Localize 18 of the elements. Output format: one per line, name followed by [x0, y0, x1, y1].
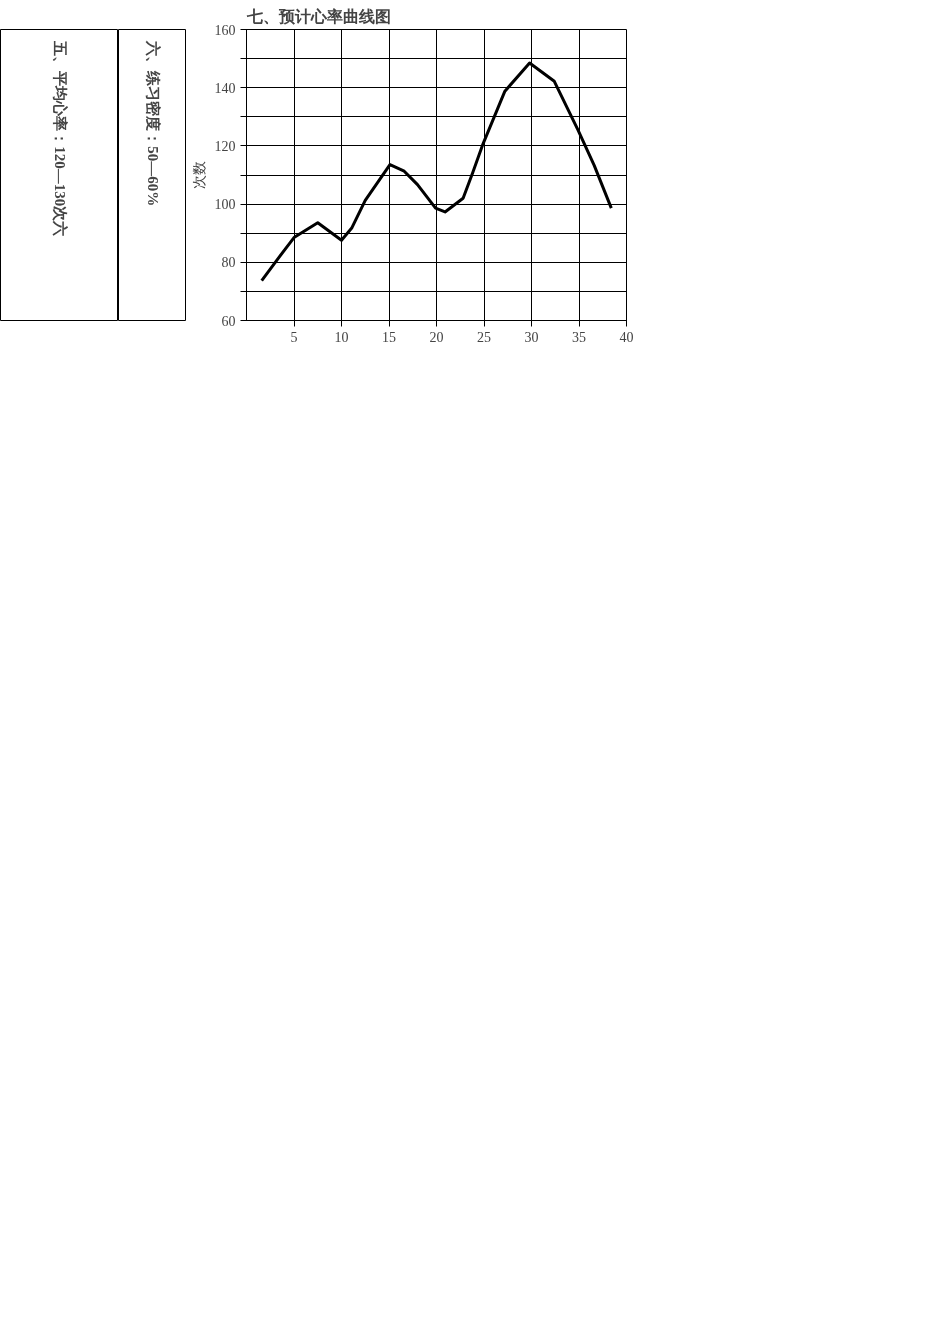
- text: 六、练习密度：50—60%: [144, 40, 162, 207]
- y-tick-label: 100: [214, 197, 236, 213]
- y-tick-label: 60: [221, 313, 236, 329]
- x-tick-label: 10: [334, 329, 349, 345]
- x-tick-label: 40: [619, 329, 634, 345]
- x-tick-label: 30: [524, 329, 539, 345]
- text: 五、平均心率：120—130次六: [51, 40, 69, 237]
- y-axis-title: 次数: [190, 161, 207, 189]
- y-tick-label: 140: [214, 80, 236, 96]
- y-tick-label: 120: [214, 138, 236, 154]
- chart-title: 七、预计心率曲线图: [245, 6, 391, 25]
- x-tick-label: 5: [290, 329, 298, 345]
- x-tick-label: 15: [382, 329, 396, 345]
- y-tick-label: 160: [214, 22, 236, 38]
- y-tick-label: 80: [221, 255, 236, 271]
- x-tick-label: 25: [477, 329, 491, 345]
- x-tick-label: 20: [429, 329, 444, 345]
- x-tick-label: 35: [572, 329, 586, 345]
